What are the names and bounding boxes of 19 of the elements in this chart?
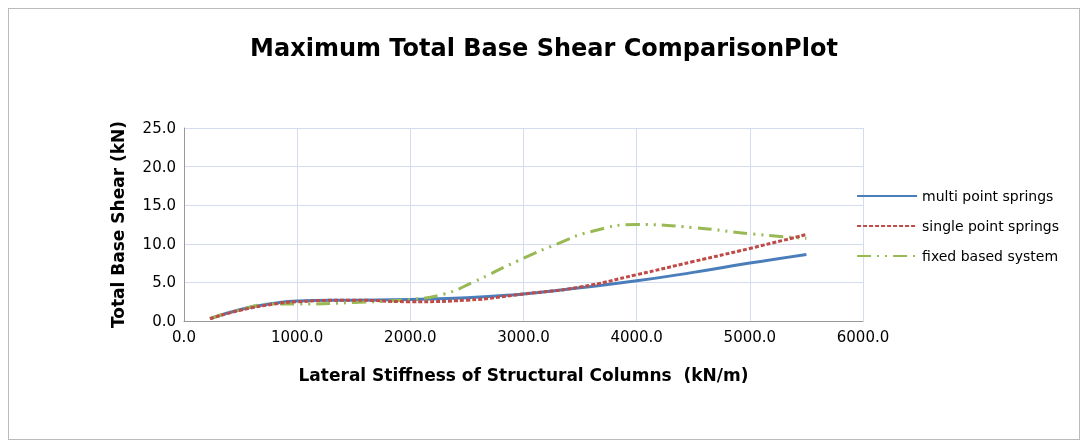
y-tick-label: 10.0 [142,234,176,253]
x-axis-title: Lateral Stiffness of Structural Columns (kN/m) [298,364,749,385]
x-tick-label: 5000.0 [723,327,777,346]
legend-label: single point springs [922,218,1060,234]
x-tick-label: 0.0 [172,327,196,346]
y-tick-label: 15.0 [142,196,176,215]
legend-label: fixed based system [922,248,1059,264]
y-tick-label: 20.0 [142,157,176,176]
x-tick-label: 3000.0 [497,327,550,346]
y-axis-title: Total Base Shear (kN) [107,120,128,329]
x-tick-label: 2000.0 [384,327,437,346]
y-tick-label: 0.0 [152,312,176,330]
x-tick-label: 4000.0 [610,327,663,346]
legend-label: multi point springs [922,188,1054,204]
y-tick-label: 5.0 [152,273,176,292]
x-tick-label: 1000.0 [270,327,324,346]
y-tick-label: 25.0 [142,119,176,137]
chart-title: Maximum Total Base Shear ComparisonPlot [250,34,838,62]
x-tick-label: 6000.0 [836,327,890,346]
